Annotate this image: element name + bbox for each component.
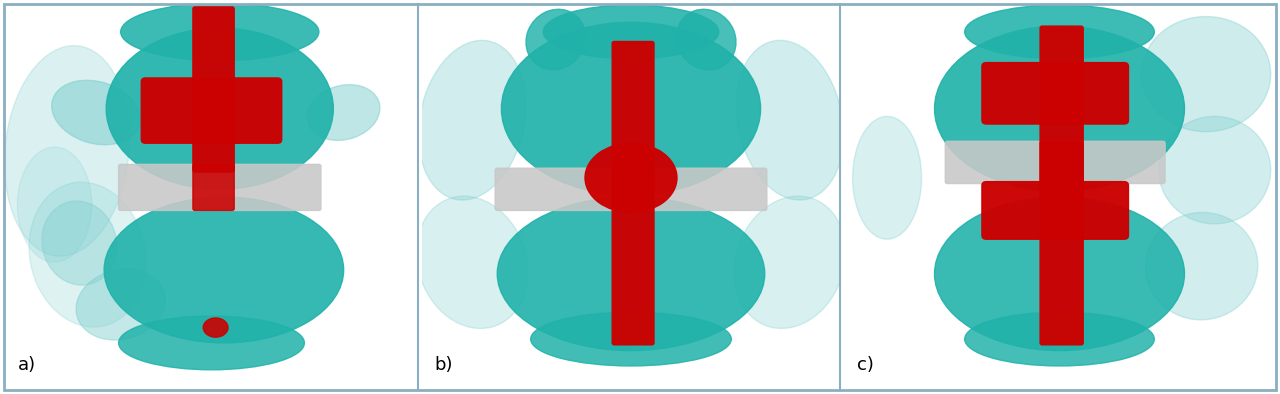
Ellipse shape bbox=[497, 197, 764, 351]
Text: c): c) bbox=[856, 356, 874, 374]
Ellipse shape bbox=[419, 40, 526, 200]
FancyBboxPatch shape bbox=[1041, 26, 1083, 345]
Ellipse shape bbox=[585, 143, 677, 212]
FancyBboxPatch shape bbox=[982, 63, 1129, 124]
Ellipse shape bbox=[1142, 17, 1271, 132]
Ellipse shape bbox=[733, 196, 846, 329]
Text: a): a) bbox=[18, 356, 36, 374]
Ellipse shape bbox=[1158, 116, 1271, 224]
Ellipse shape bbox=[965, 312, 1155, 366]
FancyBboxPatch shape bbox=[193, 164, 234, 210]
FancyBboxPatch shape bbox=[982, 182, 1129, 239]
FancyBboxPatch shape bbox=[119, 164, 321, 210]
Ellipse shape bbox=[4, 46, 129, 256]
Ellipse shape bbox=[51, 80, 140, 145]
Ellipse shape bbox=[531, 312, 731, 366]
Ellipse shape bbox=[502, 22, 760, 195]
Text: b): b) bbox=[434, 356, 453, 374]
Ellipse shape bbox=[119, 316, 305, 370]
Ellipse shape bbox=[416, 196, 527, 329]
Ellipse shape bbox=[736, 40, 844, 200]
FancyBboxPatch shape bbox=[1041, 141, 1083, 184]
Ellipse shape bbox=[852, 116, 922, 239]
FancyBboxPatch shape bbox=[141, 78, 282, 143]
Ellipse shape bbox=[76, 269, 165, 340]
Ellipse shape bbox=[307, 85, 380, 140]
FancyBboxPatch shape bbox=[193, 7, 234, 172]
FancyBboxPatch shape bbox=[612, 41, 654, 345]
Ellipse shape bbox=[965, 5, 1155, 59]
Ellipse shape bbox=[204, 318, 228, 337]
Ellipse shape bbox=[120, 3, 319, 61]
Ellipse shape bbox=[934, 197, 1184, 351]
Ellipse shape bbox=[42, 201, 116, 285]
Ellipse shape bbox=[676, 9, 736, 70]
FancyBboxPatch shape bbox=[495, 168, 767, 210]
Ellipse shape bbox=[934, 26, 1184, 191]
Ellipse shape bbox=[29, 182, 146, 327]
Ellipse shape bbox=[1146, 212, 1258, 320]
Ellipse shape bbox=[543, 5, 719, 59]
Ellipse shape bbox=[18, 147, 92, 262]
Ellipse shape bbox=[104, 197, 343, 343]
FancyBboxPatch shape bbox=[946, 141, 1165, 184]
Ellipse shape bbox=[526, 9, 585, 70]
Ellipse shape bbox=[106, 28, 333, 190]
